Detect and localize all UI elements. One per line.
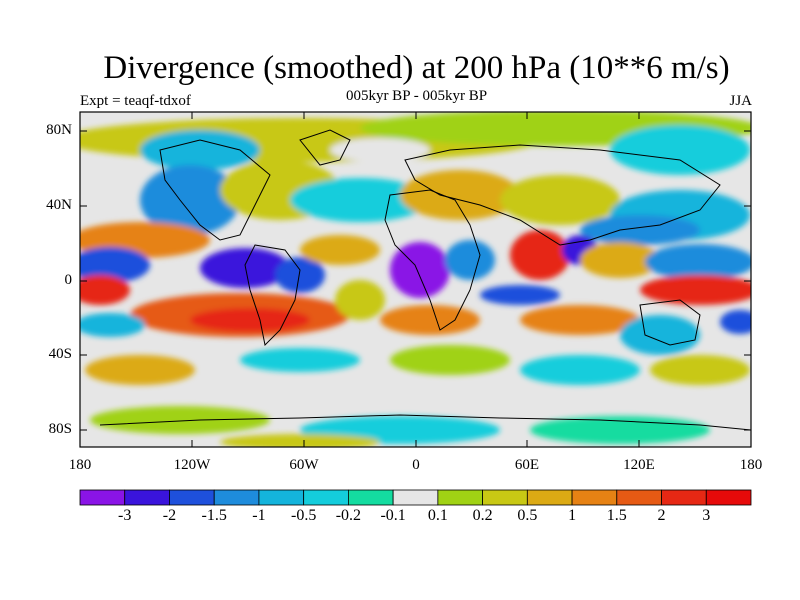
- field-blob: [330, 138, 430, 162]
- field-blob: [220, 434, 380, 447]
- colorbar-label: 0.2: [472, 507, 493, 524]
- colorbar-label: 0.5: [517, 507, 538, 524]
- colorbar-label: -0.5: [290, 507, 317, 524]
- colorbar: [79, 489, 752, 506]
- field-blob: [500, 175, 620, 225]
- x-axis-label: 60E: [514, 457, 540, 473]
- colorbar-swatch: [213, 489, 260, 506]
- field-blob: [610, 125, 750, 175]
- australia-outline: [639, 299, 701, 346]
- field-blob: [335, 280, 385, 320]
- colorbar-swatch: [571, 489, 618, 506]
- field-blob: [720, 310, 751, 334]
- x-axis-label: 0: [412, 457, 420, 473]
- x-axis-label: 60W: [289, 457, 319, 473]
- field-blob: [140, 130, 260, 170]
- north-america-outline: [159, 139, 271, 241]
- colorbar-swatch: [124, 489, 170, 506]
- colorbar-label: -2: [162, 507, 177, 524]
- colorbar-swatch: [616, 489, 662, 506]
- colorbar-label: 1: [568, 507, 577, 524]
- field-blob: [290, 178, 430, 222]
- y-axis-label: 80S: [48, 421, 72, 437]
- colorbar-label: -0.1: [380, 507, 406, 524]
- y-axis-label: 40S: [48, 346, 72, 362]
- colorbar-swatch: [705, 489, 752, 506]
- colorbar-label: -1.5: [201, 507, 227, 524]
- x-axis-label: 180: [68, 457, 92, 473]
- colorbar-swatch: [169, 489, 215, 506]
- field-blob: [580, 242, 660, 278]
- field-blob: [400, 170, 520, 220]
- colorbar-swatch: [482, 489, 528, 506]
- field-blob: [640, 275, 751, 305]
- colorbar-label: 3: [702, 507, 711, 524]
- field-blob: [620, 315, 700, 355]
- colorbar-swatch: [437, 489, 484, 506]
- field-blob: [580, 215, 700, 245]
- field-blob: [380, 305, 480, 335]
- plot-title: Divergence (smoothed) at 200 hPa (10**6 …: [103, 50, 730, 86]
- eurasia-outline: [404, 144, 721, 246]
- field-blob: [510, 230, 570, 280]
- greenland-outline: [299, 129, 351, 166]
- field-blob: [480, 285, 560, 305]
- y-axis-label: 80N: [46, 122, 72, 138]
- colorbar-swatch: [392, 489, 439, 506]
- field-blob: [275, 257, 325, 293]
- colorbar-swatch: [79, 489, 126, 506]
- colorbar-swatch: [258, 489, 305, 506]
- coastlines: [99, 129, 751, 431]
- colorbar-label: 0.1: [427, 507, 448, 524]
- field-blob: [520, 305, 640, 335]
- x-axis-label: 120E: [623, 457, 655, 473]
- field-blob: [530, 416, 710, 444]
- field-blob: [390, 242, 450, 298]
- field-blob: [650, 355, 750, 385]
- colorbar-label: -1: [252, 507, 266, 524]
- colorbar-label: 2: [657, 507, 666, 524]
- season-label: JJA: [729, 93, 752, 109]
- field-blob: [520, 355, 640, 385]
- axis-ticks: [80, 112, 751, 447]
- experiment-label: Expt = teaqf-tdxof: [80, 93, 191, 109]
- plot-subtitle: 005kyr BP - 005kyr BP: [345, 88, 488, 104]
- antarctica-outline: [99, 414, 751, 431]
- colorbar-label: -0.2: [335, 507, 362, 524]
- field-blob: [445, 240, 495, 280]
- south-america-outline: [244, 244, 301, 347]
- colorbar-label: -3: [118, 507, 132, 524]
- field-blob: [190, 308, 310, 332]
- colorbar-swatch: [661, 489, 707, 506]
- field-blob: [80, 275, 130, 305]
- field-blob: [645, 244, 751, 280]
- africa-outline: [384, 189, 481, 331]
- field-blob: [200, 248, 290, 288]
- contour-fill-layer: [80, 112, 751, 447]
- field-blob: [240, 348, 360, 372]
- field-blob: [80, 313, 145, 337]
- field-blob: [390, 345, 510, 375]
- y-axis-label: 40N: [46, 197, 72, 213]
- x-axis-label: 120W: [173, 457, 211, 473]
- colorbar-swatch: [303, 489, 349, 506]
- field-blob: [80, 247, 150, 283]
- x-axis-label: 180: [739, 457, 763, 473]
- colorbar-swatch: [347, 489, 394, 506]
- field-blob: [300, 235, 380, 265]
- colorbar-label: 1.5: [606, 507, 627, 524]
- colorbar-swatch: [526, 489, 573, 506]
- field-blob: [85, 355, 195, 385]
- y-axis-label: 0: [64, 272, 73, 288]
- field-blob: [140, 165, 240, 235]
- field-blob: [90, 406, 270, 434]
